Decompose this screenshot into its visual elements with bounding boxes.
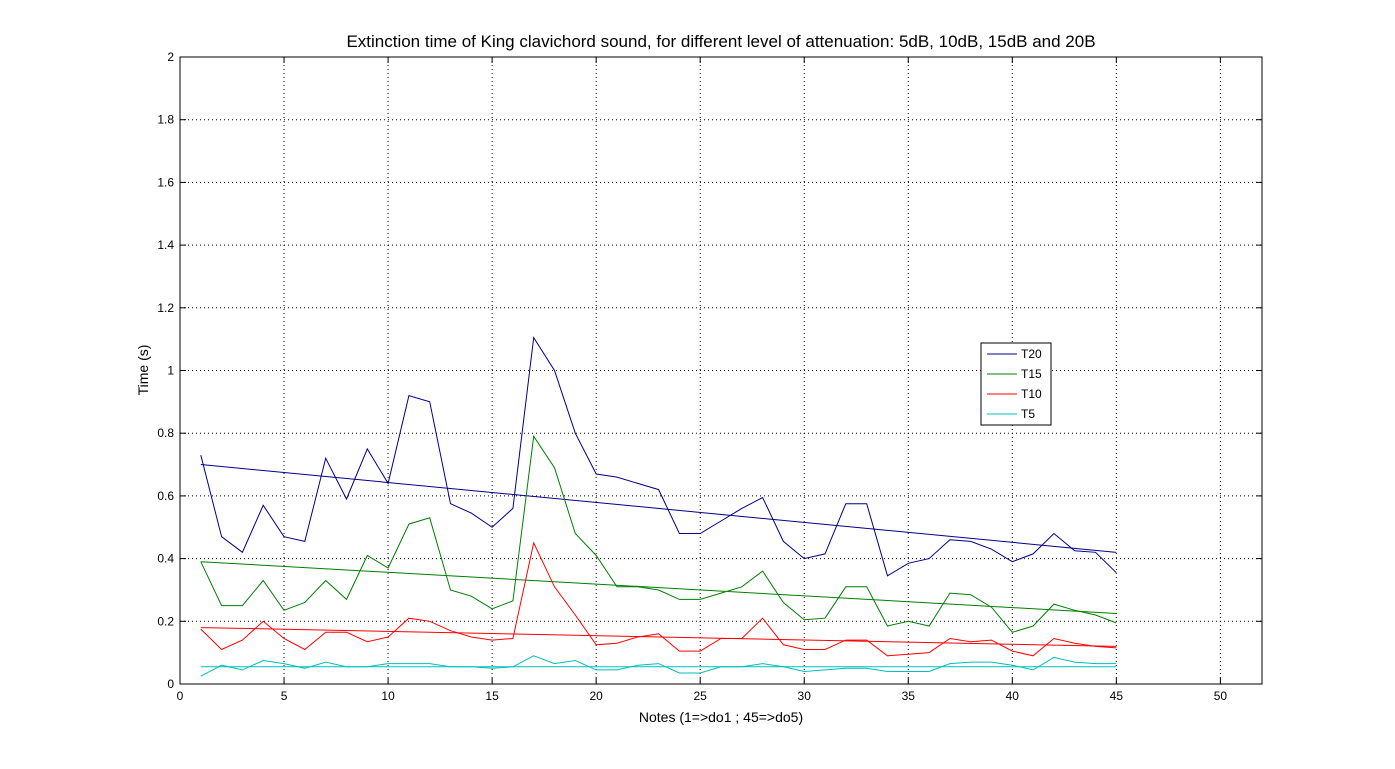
- x-tick-label: 5: [281, 689, 288, 703]
- x-tick-label: 45: [1110, 689, 1124, 703]
- legend: T20 T15 T10 T5: [980, 342, 1052, 426]
- trend-line-t15: [200, 561, 1117, 614]
- y-tick-label: 0.8: [157, 426, 174, 440]
- y-tick-label: 0.6: [157, 489, 174, 503]
- series-lines: [200, 336, 1117, 677]
- y-tick-label: 0.2: [157, 614, 174, 628]
- y-tick-label: 0.4: [157, 552, 174, 566]
- legend-label-t5: T5: [1021, 407, 1035, 421]
- x-tick-label: 40: [1006, 689, 1020, 703]
- x-tick-label: 20: [589, 689, 603, 703]
- x-tick-label: 0: [177, 689, 184, 703]
- trend-line-t20: [200, 464, 1117, 553]
- x-tick-label: 50: [1214, 689, 1228, 703]
- x-tick-label: 25: [694, 689, 708, 703]
- y-tick-label: 1.2: [157, 301, 174, 315]
- y-tick-label: 1.8: [157, 113, 174, 127]
- y-tick-label: 1.6: [157, 175, 174, 189]
- series-line-t5: [200, 655, 1117, 677]
- legend-box: [980, 342, 1052, 426]
- y-tick-label: 1: [167, 364, 174, 378]
- series-line-t20: [200, 336, 1117, 577]
- x-tick-label: 15: [485, 689, 499, 703]
- x-tick-label: 35: [902, 689, 916, 703]
- x-tick-label: 30: [798, 689, 812, 703]
- x-axis-label: Notes (1=>do1 ; 45=>do5): [639, 709, 803, 725]
- axis-ticks: 0 5 10 15 20 25 30 35 40 45 50 0 0.2 0.4 0.6 0.8 1 1.2 1.4…: [157, 50, 1262, 703]
- y-tick-label: 2: [167, 50, 174, 64]
- series-line-t10: [200, 541, 1117, 657]
- legend-label-t10: T10: [1021, 387, 1042, 401]
- chart-title: Extinction time of King clavichord sound…: [346, 32, 1095, 51]
- y-tick-label: 0: [167, 677, 174, 691]
- legend-label-t15: T15: [1021, 367, 1042, 381]
- trend-line-t10: [200, 627, 1117, 647]
- y-tick-label: 1.4: [157, 238, 174, 252]
- y-axis-label: Time (s): [135, 345, 151, 396]
- x-tick-label: 10: [381, 689, 395, 703]
- series-line-t15: [200, 434, 1117, 633]
- legend-label-t20: T20: [1021, 347, 1042, 361]
